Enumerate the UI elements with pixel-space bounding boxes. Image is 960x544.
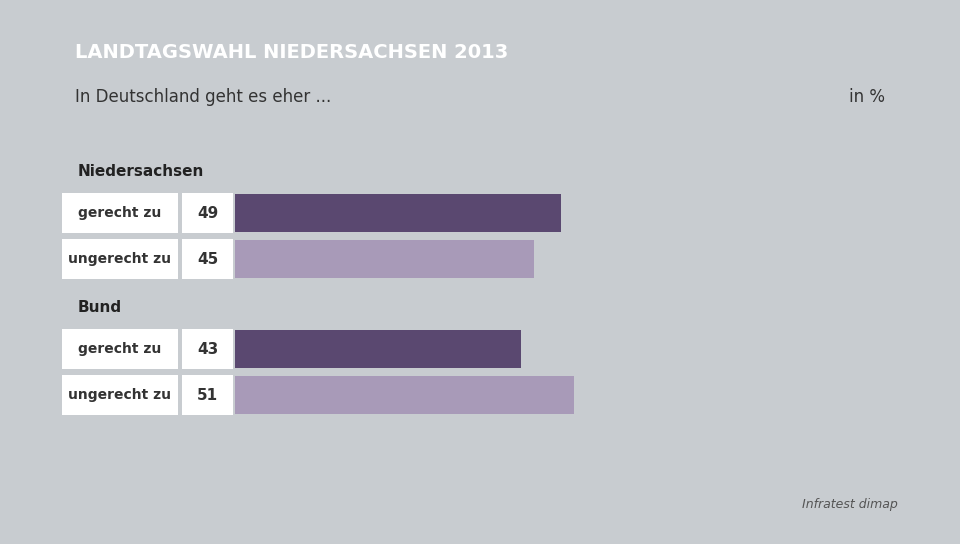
FancyBboxPatch shape [235,240,535,278]
Text: LANDTAGSWAHL NIEDERSACHSEN 2013: LANDTAGSWAHL NIEDERSACHSEN 2013 [75,44,509,63]
Text: gerecht zu: gerecht zu [79,342,161,356]
Text: 49: 49 [197,206,218,220]
FancyBboxPatch shape [62,329,178,369]
FancyBboxPatch shape [235,330,521,368]
Text: in %: in % [849,88,885,106]
FancyBboxPatch shape [62,193,178,233]
FancyBboxPatch shape [62,375,178,415]
Text: gerecht zu: gerecht zu [79,206,161,220]
FancyBboxPatch shape [182,375,233,415]
Text: Bund: Bund [78,300,122,314]
FancyBboxPatch shape [235,194,561,232]
Text: 43: 43 [197,342,218,356]
Text: ungerecht zu: ungerecht zu [68,252,172,266]
FancyBboxPatch shape [182,239,233,279]
FancyBboxPatch shape [62,239,178,279]
Text: 45: 45 [197,251,218,267]
Text: Niedersachsen: Niedersachsen [78,164,204,178]
FancyBboxPatch shape [182,329,233,369]
Text: Infratest dimap: Infratest dimap [802,498,898,511]
FancyBboxPatch shape [182,193,233,233]
Text: 51: 51 [197,387,218,403]
Text: In Deutschland geht es eher ...: In Deutschland geht es eher ... [75,88,331,106]
FancyBboxPatch shape [235,376,574,414]
Text: ungerecht zu: ungerecht zu [68,388,172,402]
